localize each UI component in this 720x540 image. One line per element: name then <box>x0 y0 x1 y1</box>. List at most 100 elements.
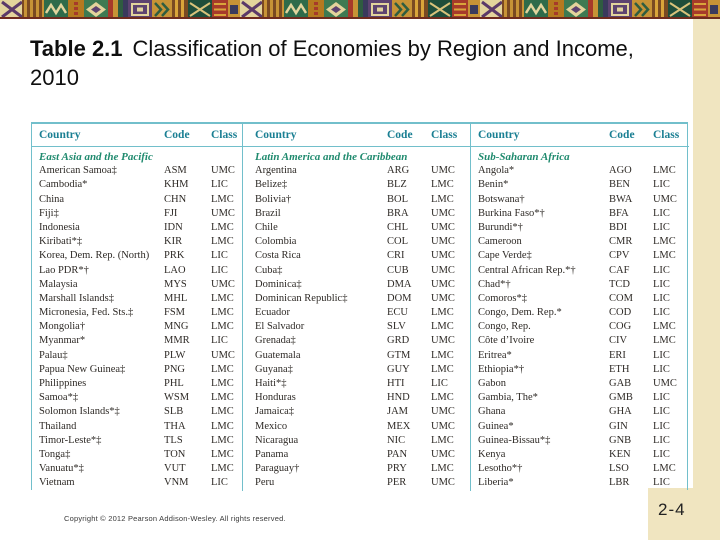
class-cell: UMC <box>431 420 455 432</box>
table-row: Jamaica‡ JAM UMC <box>243 405 470 419</box>
table-row: Chad*† TCD LIC <box>471 278 689 292</box>
country-cell: China <box>39 193 65 205</box>
code-cell: CRI <box>387 250 405 262</box>
table-row: Burkina Faso*† BFA LIC <box>471 207 689 221</box>
code-cell: PLW <box>164 349 186 361</box>
code-cell: SLB <box>164 406 184 418</box>
code-cell: BEN <box>609 179 630 191</box>
table-row: Mongolia† MNG LMC <box>32 320 242 334</box>
class-cell: LIC <box>653 278 670 290</box>
country-cell: Paraguay† <box>255 463 300 475</box>
code-cell: PRK <box>164 250 185 262</box>
country-cell: Gambia, The* <box>478 392 538 404</box>
code-cell: IDN <box>164 221 183 233</box>
table-row: Haiti*‡ HTI LIC <box>243 377 470 391</box>
table-row: Congo, Rep. COG LMC <box>471 320 689 334</box>
table-row: Guinea* GIN LIC <box>471 420 689 434</box>
class-cell: LIC <box>653 477 670 489</box>
class-cell: LMC <box>653 250 676 262</box>
code-cell: THA <box>164 420 186 432</box>
country-cell: Haiti*‡ <box>255 378 287 389</box>
code-cell: CMR <box>609 236 633 248</box>
table-row: Timor-Leste*‡ TLS LMC <box>32 434 242 448</box>
country-cell: Timor-Leste*‡ <box>39 434 102 446</box>
country-cell: Guyana‡ <box>255 363 293 375</box>
table-row: Congo, Dem. Rep.* COD LIC <box>471 306 689 320</box>
country-cell: Congo, Rep. <box>478 321 531 333</box>
class-cell: UMC <box>431 221 455 233</box>
country-cell: Dominica‡ <box>255 278 302 290</box>
class-cell: LMC <box>211 193 234 205</box>
class-cell: LMC <box>431 349 454 361</box>
class-cell: LIC <box>653 221 670 233</box>
code-cell: GIN <box>609 420 628 432</box>
class-cell: UMC <box>431 335 455 347</box>
class-cell: LMC <box>211 448 234 460</box>
country-cell: Papua New Guinea‡ <box>39 363 126 375</box>
class-cell: UMC <box>431 207 455 219</box>
class-cell: UMC <box>211 349 235 361</box>
country-cell: Peru <box>255 477 275 489</box>
table-row: Malaysia MYS UMC <box>32 278 242 292</box>
country-cell: Brazil <box>255 207 281 219</box>
code-cell: CIV <box>609 335 628 347</box>
table-row: Costa Rica CRI UMC <box>243 249 470 263</box>
country-cell: American Samoa‡ <box>39 165 117 177</box>
code-cell: ERI <box>609 349 626 361</box>
code-cell: AGO <box>609 165 632 177</box>
table-row: China CHN LMC <box>32 193 242 207</box>
table-row: Solomon Islands*‡ SLB LMC <box>32 405 242 419</box>
class-cell: LMC <box>211 406 234 418</box>
code-cell: FSM <box>164 307 186 319</box>
table-row: Myanmar* MMR LIC <box>32 334 242 348</box>
group-rows: East Asia and the Pacific American Samoa… <box>32 147 242 491</box>
country-cell: Eritrea* <box>478 349 512 361</box>
class-cell: LMC <box>431 179 454 191</box>
country-cell: Kiribati*‡ <box>39 236 83 248</box>
country-cell: Tonga‡ <box>39 448 71 460</box>
table-row: Burundi*† BDI LIC <box>471 221 689 235</box>
table-row: Guinea-Bissau*‡ GNB LIC <box>471 434 689 448</box>
class-cell: LIC <box>653 363 670 375</box>
region-header: Sub-Saharan Africa <box>478 151 570 163</box>
country-cell: Thailand <box>39 420 77 432</box>
country-cell: Ethiopia*† <box>478 363 525 375</box>
country-cell: Gabon <box>478 378 506 389</box>
table-row: American Samoa‡ ASM UMC <box>32 164 242 178</box>
class-cell: LMC <box>211 307 234 319</box>
country-cell: Indonesia <box>39 221 80 233</box>
table-group-sub-saharan-africa: Country Code Class Sub-Saharan Africa Ango… <box>470 124 689 491</box>
code-cell: GTM <box>387 349 411 361</box>
code-cell: TON <box>164 448 186 460</box>
country-cell: Guinea-Bissau*‡ <box>478 434 551 446</box>
table-row: Brazil BRA UMC <box>243 207 470 221</box>
class-cell: LIC <box>211 264 228 276</box>
country-cell: Cape Verde‡ <box>478 250 532 262</box>
table-row: Chile CHL UMC <box>243 221 470 235</box>
class-cell: LMC <box>211 463 234 475</box>
country-cell: Honduras <box>255 392 296 404</box>
code-cell: TCD <box>609 278 630 290</box>
class-cell: LIC <box>211 335 228 347</box>
column-header-country: Country <box>478 129 520 141</box>
country-cell: Guatemala <box>255 349 301 361</box>
table-row: Ecuador ECU LMC <box>243 306 470 320</box>
table-row: Vanuatu*‡ VUT LMC <box>32 462 242 476</box>
class-cell: LIC <box>653 307 670 319</box>
table-row: Eritrea* ERI LIC <box>471 349 689 363</box>
region-header: Latin America and the Caribbean <box>255 151 408 163</box>
class-cell: UMC <box>211 207 235 219</box>
table-row: Peru PER UMC <box>243 476 470 490</box>
table-row: Kenya KEN LIC <box>471 448 689 462</box>
code-cell: PNG <box>164 363 186 375</box>
table-group-east-asia: Country Code Class East Asia and the Pacif… <box>32 124 242 491</box>
class-cell: LMC <box>211 321 234 333</box>
class-cell: LIC <box>653 406 670 418</box>
code-cell: ECU <box>387 307 408 319</box>
code-cell: CPV <box>609 250 630 262</box>
table-row: Honduras HND LMC <box>243 391 470 405</box>
code-cell: ASM <box>164 165 187 177</box>
class-cell: UMC <box>431 278 455 290</box>
table-row: Fiji‡ FJI UMC <box>32 207 242 221</box>
side-strip-decoration <box>693 19 720 540</box>
